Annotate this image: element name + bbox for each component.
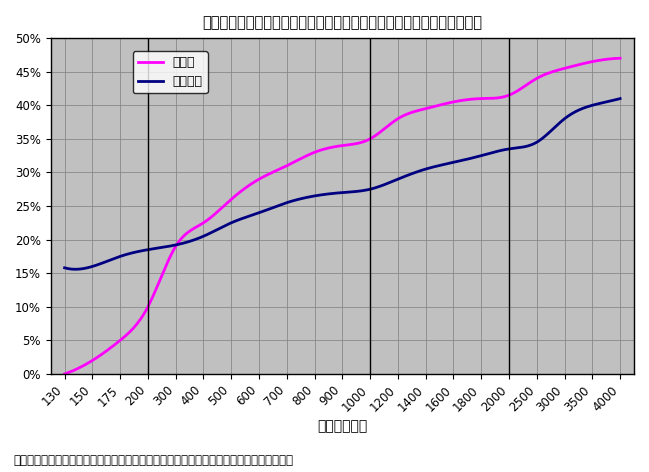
現行制度 xyxy=(566,112,574,118)
現行制度 xyxy=(402,173,410,178)
Line: 改正案: 改正案 xyxy=(65,58,620,374)
現行制度 xyxy=(531,141,539,146)
X-axis label: 年収（万円）: 年収（万円） xyxy=(317,420,367,433)
Title: 給与所得者の年収に占める税・社会保険料の合計負担割合（単身世帯）: 給与所得者の年収に占める税・社会保険料の合計負担割合（単身世帯） xyxy=(202,15,482,30)
現行制度 xyxy=(616,96,624,101)
改正案 xyxy=(62,371,70,376)
改正案 xyxy=(389,119,397,125)
改正案 xyxy=(616,55,624,61)
現行制度 xyxy=(393,177,401,182)
改正案 xyxy=(564,65,572,70)
改正案 xyxy=(529,78,537,84)
改正案 xyxy=(61,371,69,377)
現行制度 xyxy=(72,267,80,272)
改正案 xyxy=(391,118,399,123)
現行制度 xyxy=(62,265,70,271)
現行制度 xyxy=(391,177,399,183)
Line: 現行制度: 現行制度 xyxy=(65,99,620,270)
Text: 年収のスケールが大きく変わる境目に線を引いている。（出所）大和総研制度調査課作成: 年収のスケールが大きく変わる境目に線を引いている。（出所）大和総研制度調査課作成 xyxy=(13,454,293,467)
現行制度 xyxy=(61,265,69,270)
Legend: 改正案, 現行制度: 改正案, 現行制度 xyxy=(133,51,208,93)
改正案 xyxy=(400,112,408,118)
